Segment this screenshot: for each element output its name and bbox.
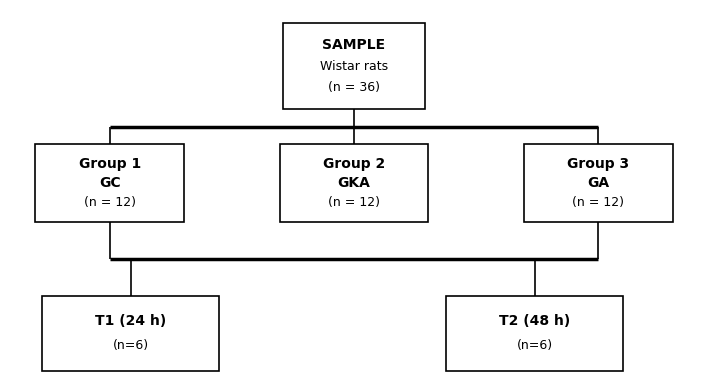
FancyBboxPatch shape bbox=[35, 144, 184, 222]
FancyBboxPatch shape bbox=[524, 144, 673, 222]
Text: GA: GA bbox=[587, 176, 610, 190]
Text: (n = 12): (n = 12) bbox=[328, 196, 380, 209]
Text: GKA: GKA bbox=[338, 176, 370, 190]
Text: Group 1: Group 1 bbox=[79, 157, 141, 171]
Text: Wistar rats: Wistar rats bbox=[320, 60, 388, 73]
Text: SAMPLE: SAMPLE bbox=[322, 38, 386, 52]
Text: Group 3: Group 3 bbox=[567, 157, 629, 171]
Text: (n = 12): (n = 12) bbox=[84, 196, 136, 209]
FancyBboxPatch shape bbox=[280, 144, 428, 222]
Text: Group 2: Group 2 bbox=[323, 157, 385, 171]
Text: (n=6): (n=6) bbox=[113, 339, 149, 352]
Text: GC: GC bbox=[99, 176, 120, 190]
Text: T1 (24 h): T1 (24 h) bbox=[96, 314, 166, 328]
FancyBboxPatch shape bbox=[42, 296, 219, 370]
Text: (n=6): (n=6) bbox=[516, 339, 553, 352]
FancyBboxPatch shape bbox=[446, 296, 623, 370]
Text: (n = 12): (n = 12) bbox=[572, 196, 624, 209]
Text: (n = 36): (n = 36) bbox=[328, 81, 380, 94]
Text: T2 (48 h): T2 (48 h) bbox=[499, 314, 570, 328]
FancyBboxPatch shape bbox=[283, 23, 425, 109]
